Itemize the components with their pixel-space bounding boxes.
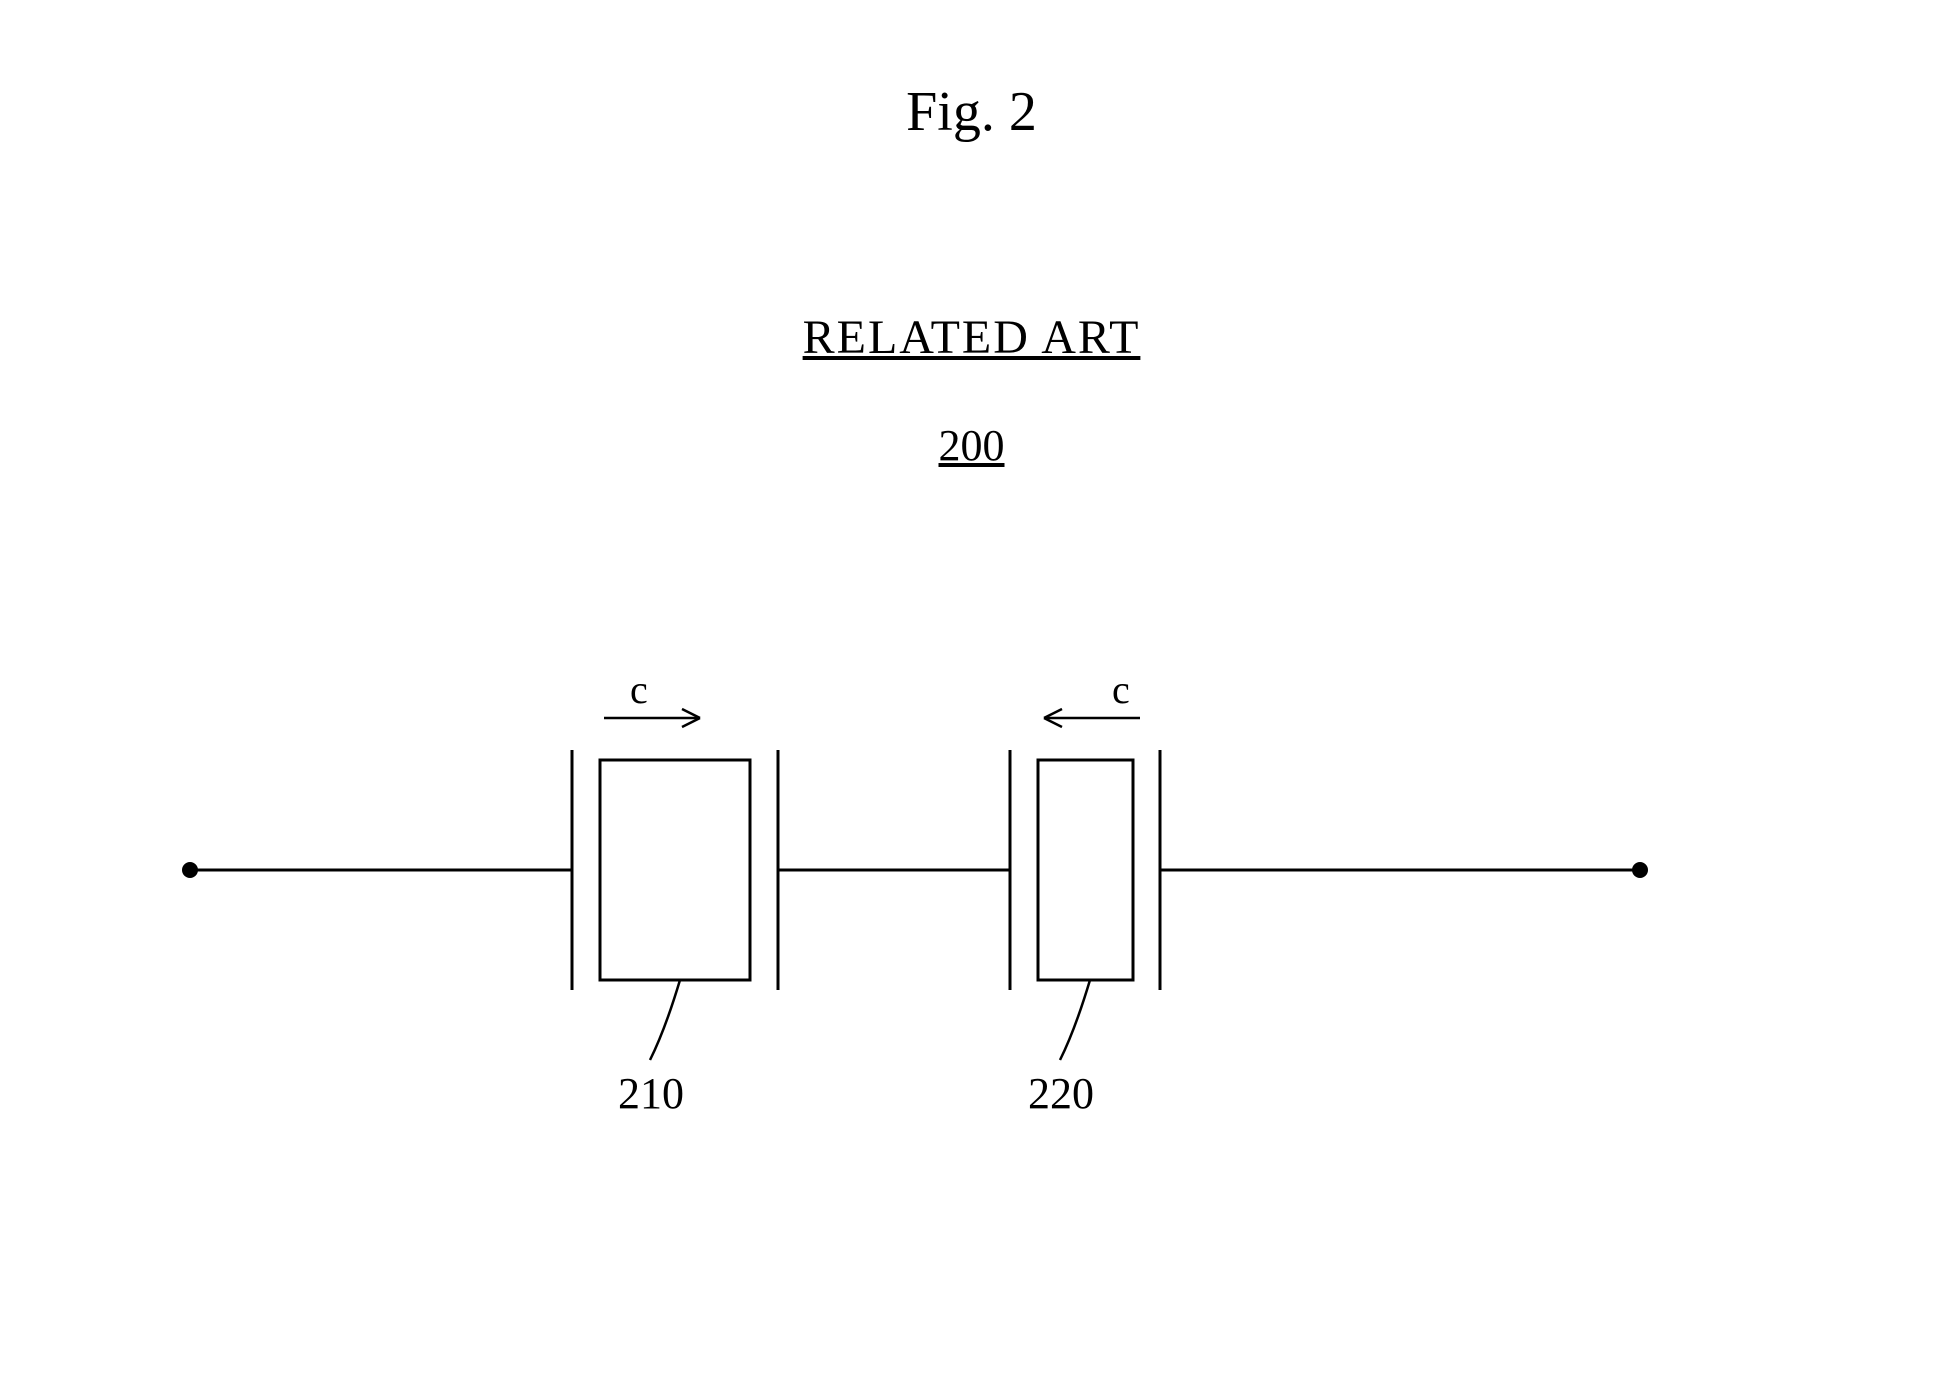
schematic-diagram: [0, 0, 1943, 1388]
reference-label-220: 220: [1028, 1068, 1094, 1119]
reference-label-210: 210: [618, 1068, 684, 1119]
arrow-label-c-left: c: [630, 666, 648, 713]
arrow-label-c-right: c: [1112, 666, 1130, 713]
